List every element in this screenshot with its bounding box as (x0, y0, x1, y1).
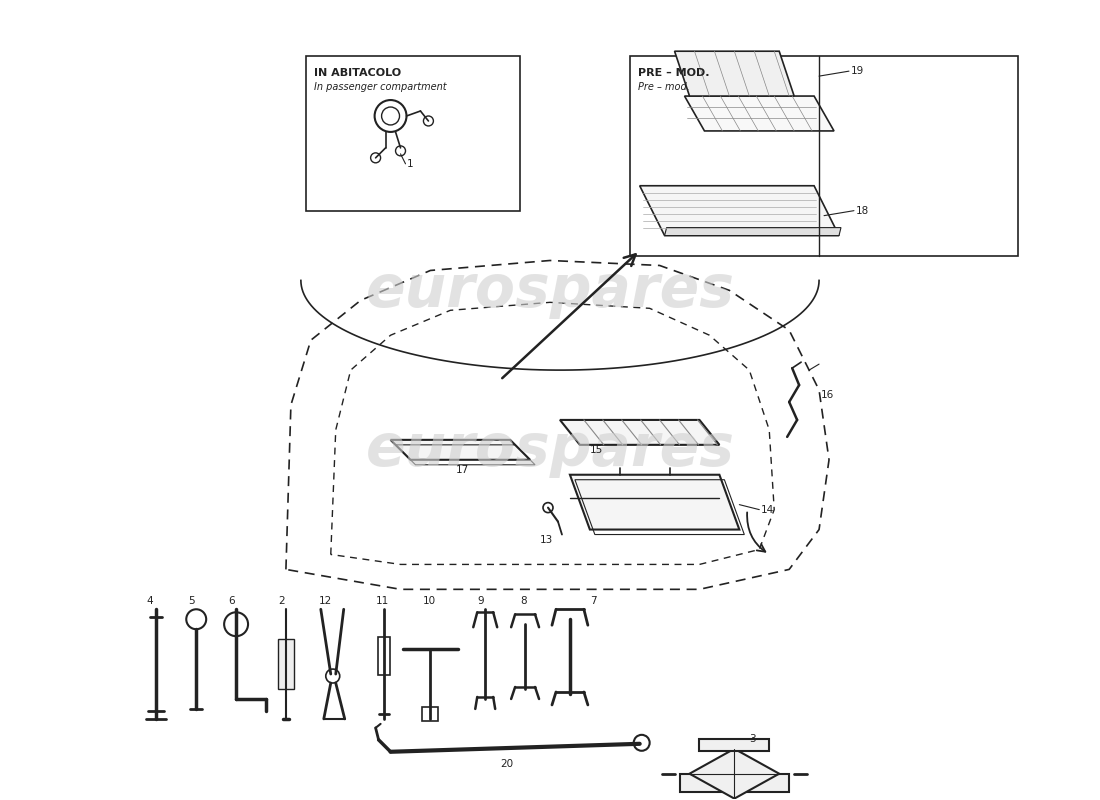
Text: In passenger compartment: In passenger compartment (314, 82, 447, 92)
Bar (629, 56, 1019, 255)
Polygon shape (690, 749, 779, 798)
Text: 13: 13 (540, 534, 553, 545)
Polygon shape (664, 228, 842, 235)
Bar (377, 637, 389, 675)
Text: 2: 2 (278, 596, 285, 606)
Polygon shape (674, 51, 794, 96)
Text: 1: 1 (407, 159, 414, 169)
Text: 18: 18 (856, 206, 869, 216)
Text: 10: 10 (422, 596, 436, 606)
Text: 9: 9 (477, 596, 484, 606)
Text: 14: 14 (761, 505, 774, 514)
Polygon shape (684, 96, 834, 131)
Text: 20: 20 (500, 758, 514, 769)
Text: 11: 11 (375, 596, 389, 606)
Text: 4: 4 (146, 596, 153, 606)
Text: eurospares: eurospares (365, 422, 735, 478)
Text: Pre – mod.: Pre – mod. (638, 82, 690, 92)
Bar (680, 774, 789, 792)
Text: 19: 19 (851, 66, 865, 76)
Text: 5: 5 (188, 596, 195, 606)
Polygon shape (560, 420, 719, 445)
Text: 15: 15 (590, 445, 603, 455)
Polygon shape (390, 440, 530, 460)
Text: eurospares: eurospares (365, 262, 735, 319)
Text: 12: 12 (319, 596, 332, 606)
Text: 16: 16 (821, 390, 834, 400)
Circle shape (326, 669, 340, 683)
Bar (306, 56, 520, 210)
Bar (278, 639, 294, 689)
Polygon shape (570, 474, 739, 530)
Polygon shape (640, 186, 839, 235)
Text: 3: 3 (749, 734, 756, 744)
Text: IN ABITACOLO: IN ABITACOLO (314, 68, 400, 78)
Text: 7: 7 (590, 596, 596, 606)
Text: PRE – MOD.: PRE – MOD. (638, 68, 710, 78)
Text: 6: 6 (228, 596, 234, 606)
Text: 17: 17 (455, 465, 469, 474)
Bar (700, 739, 769, 750)
Bar (422, 707, 439, 721)
Text: 8: 8 (520, 596, 527, 606)
